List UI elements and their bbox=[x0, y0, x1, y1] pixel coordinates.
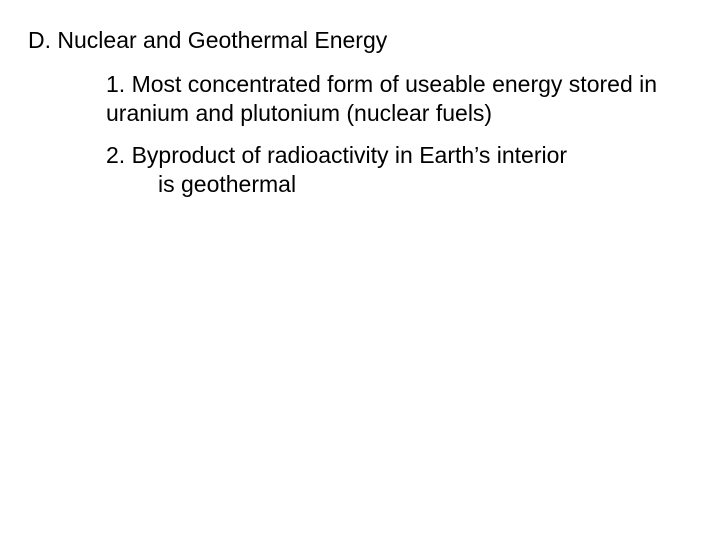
section-heading: D. Nuclear and Geothermal Energy bbox=[28, 26, 680, 56]
list-item-2-line1: 2. Byproduct of radioactivity in Earth’s… bbox=[106, 142, 567, 168]
list-item-2-line2: is geothermal bbox=[158, 171, 296, 197]
list-item-1: 1. Most concentrated form of useable ene… bbox=[106, 70, 680, 129]
list-item-2: 2. Byproduct of radioactivity in Earth’s… bbox=[106, 141, 680, 200]
